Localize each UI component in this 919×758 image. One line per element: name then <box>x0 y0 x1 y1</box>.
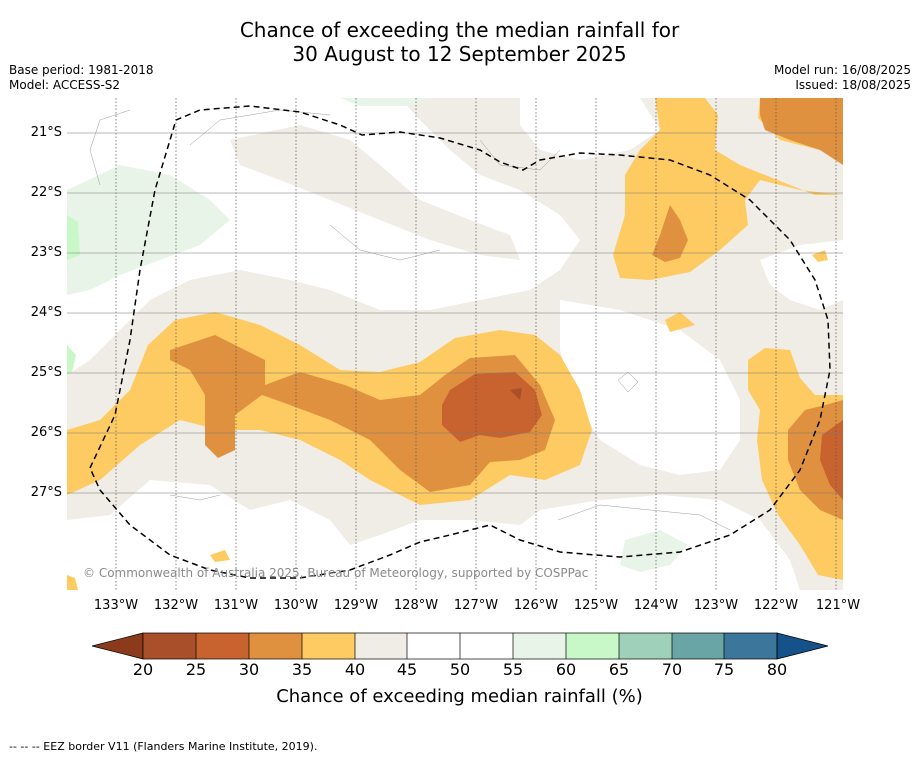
band-25-30-east <box>820 420 843 500</box>
band-30-35-central <box>170 335 555 492</box>
lon-label: 132°W <box>153 598 199 613</box>
band-55-60-north <box>340 98 430 106</box>
colorbar-tick: 45 <box>396 660 418 679</box>
band-45-55-north-west <box>67 98 580 375</box>
band-60-65-west-b <box>67 345 76 375</box>
colorbar-tick: 35 <box>291 660 313 679</box>
model-name: Model: ACCESS-S2 <box>9 78 121 92</box>
colorbar-arrow-high <box>776 632 829 660</box>
colorbar-tick: 70 <box>661 660 683 679</box>
lon-label: 128°W <box>393 598 439 613</box>
lat-label: 22°S <box>30 185 62 200</box>
lon-label: 129°W <box>333 598 379 613</box>
colorbar-tick: 40 <box>344 660 366 679</box>
lon-label: 130°W <box>273 598 319 613</box>
colorbar-label: Chance of exceeding median rainfall (%) <box>276 686 643 707</box>
band-40-45-north-cap <box>400 98 540 130</box>
base-period: Base period: 1981-2018 <box>9 63 154 77</box>
colorbar-seg-55-60 <box>513 633 566 659</box>
colorbar-dividers <box>142 632 778 660</box>
band-40-45-ridge <box>230 125 520 260</box>
colorbar-tick: 80 <box>766 660 788 679</box>
lon-label: 131°W <box>213 598 259 613</box>
lon-label: 124°W <box>633 598 679 613</box>
colorbar-seg-35-40 <box>302 633 355 659</box>
colorbar-tick: 30 <box>238 660 260 679</box>
lon-label: 127°W <box>453 598 499 613</box>
meta-left: Base period: 1981-2018 Model: ACCESS-S2 <box>9 63 154 93</box>
colorbar-seg-25-30 <box>196 633 249 659</box>
colorbar-seg-60-65 <box>566 633 619 659</box>
band-55-60-west <box>67 165 230 295</box>
band-45-55-central-east <box>560 300 740 475</box>
lat-label: 24°S <box>30 305 62 320</box>
colorbar-seg-20-25 <box>143 633 196 659</box>
colorbar-seg-40-45 <box>355 633 407 659</box>
rainfall-contours: © Commonwealth of Australia 2025, Bureau… <box>67 98 843 590</box>
lon-label: 123°W <box>693 598 739 613</box>
lat-label: 26°S <box>30 425 62 440</box>
colorbar-seg-30-35 <box>249 633 302 659</box>
colorbar-arrow-low <box>91 632 144 660</box>
copyright-text: © Commonwealth of Australia 2025, Bureau… <box>83 566 588 580</box>
graticule <box>115 98 837 590</box>
colorbar-seg-75-80 <box>724 633 777 659</box>
band-45-55-north-east <box>520 98 660 160</box>
lat-label: 21°S <box>30 125 62 140</box>
band-30-35-north-east <box>760 98 843 165</box>
colorbar <box>91 632 829 660</box>
colorbar-tick: 60 <box>555 660 577 679</box>
colorbar-tick: 65 <box>608 660 630 679</box>
graticule-lat <box>67 132 843 494</box>
eez-border <box>89 105 831 579</box>
colorbar-tick: 55 <box>502 660 524 679</box>
eez-footnote: -- -- -- EEZ border V11 (Flanders Marine… <box>9 740 318 753</box>
colorbar-seg-45-50 <box>407 633 460 659</box>
lat-label: 25°S <box>30 365 62 380</box>
band-45-55-south <box>67 480 800 590</box>
band-35-40-corner <box>67 575 78 590</box>
model-run: Model run: 16/08/2025 <box>773 63 911 77</box>
title-line-2: 30 August to 12 September 2025 <box>292 42 627 66</box>
band-55-60-south <box>620 530 688 572</box>
lon-label: 126°W <box>513 598 559 613</box>
band-20-25-spot <box>510 388 522 400</box>
lat-label: 23°S <box>30 245 62 260</box>
lon-label: 122°W <box>753 598 799 613</box>
colorbar-seg-50-55 <box>460 633 513 659</box>
band-35-40-spot-a <box>665 312 695 332</box>
lon-label: 125°W <box>573 598 619 613</box>
colorbar-tick: 75 <box>713 660 735 679</box>
band-30-35-north-east-small <box>652 205 688 262</box>
lon-label: 121°W <box>815 598 861 613</box>
band-35-40-south-spot <box>210 550 230 562</box>
colorbar-seg-65-70 <box>619 633 672 659</box>
colorbar-tick: 20 <box>132 660 154 679</box>
lon-label: 133°W <box>93 598 139 613</box>
colorbar-tick: 25 <box>185 660 207 679</box>
meta-right: Model run: 16/08/2025 Issued: 18/08/2025 <box>774 63 911 93</box>
title-line-1: Chance of exceeding the median rainfall … <box>239 18 680 42</box>
colorbar-seg-70-75 <box>672 633 724 659</box>
map-title: Chance of exceeding the median rainfall … <box>0 18 919 66</box>
colorbar-tick: 50 <box>449 660 471 679</box>
lat-label: 27°S <box>30 485 62 500</box>
contour-lines <box>89 109 731 531</box>
band-60-65-west-a <box>67 215 80 260</box>
issued-date: Issued: 18/08/2025 <box>795 78 911 92</box>
